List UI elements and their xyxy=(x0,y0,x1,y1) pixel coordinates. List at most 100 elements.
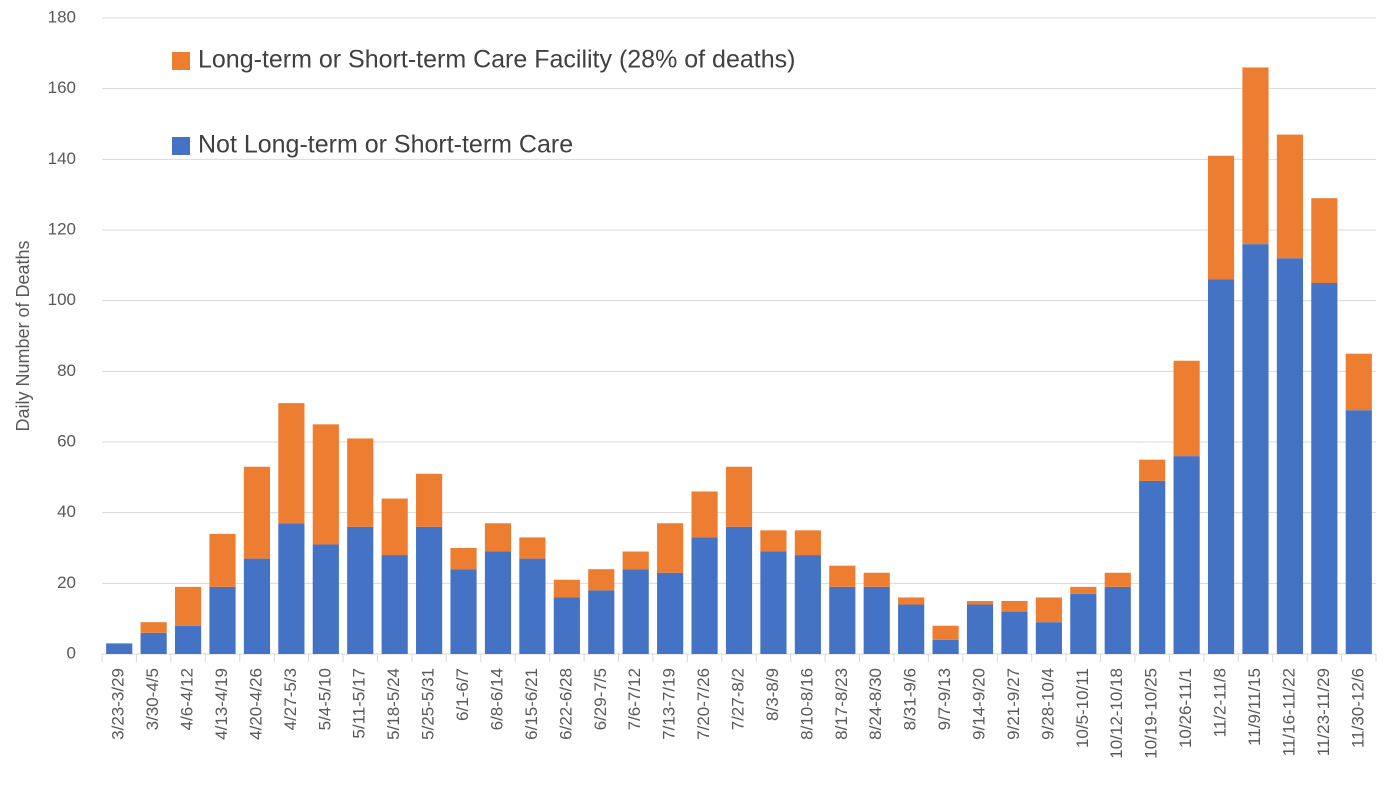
bar-segment xyxy=(898,597,925,605)
bar-segment xyxy=(347,438,374,527)
y-tick-label: 140 xyxy=(48,149,76,168)
x-tick-label: 4/27-5/3 xyxy=(281,668,300,730)
bar-segment xyxy=(484,551,512,654)
bar-segment xyxy=(553,597,580,654)
y-tick-label: 60 xyxy=(57,431,76,450)
legend-label: Long-term or Short-term Care Facility (2… xyxy=(198,46,795,74)
bar-segment xyxy=(312,424,339,545)
y-tick-label: 120 xyxy=(48,219,76,238)
bar-segment xyxy=(1276,258,1304,654)
bar-segment xyxy=(347,526,374,654)
bar-segment xyxy=(1311,198,1338,283)
y-tick-label: 0 xyxy=(67,643,76,662)
x-tick-label: 8/17-8/23 xyxy=(832,668,851,740)
bar-segment xyxy=(622,569,649,654)
x-tick-label: 6/29-7/5 xyxy=(591,668,610,730)
bar-segment xyxy=(1207,155,1235,280)
bar-segment xyxy=(519,537,546,559)
bar-segment xyxy=(381,555,408,654)
legend-label: Not Long-term or Short-term Care xyxy=(198,131,573,159)
bar-segment xyxy=(829,586,856,654)
bar-segment xyxy=(140,632,167,654)
bar-segment xyxy=(1104,572,1131,587)
bar-segment xyxy=(1242,244,1269,654)
bar-segment xyxy=(1242,67,1269,245)
x-tick-label: 8/3-8/9 xyxy=(763,668,782,721)
x-tick-label: 5/18-5/24 xyxy=(384,668,403,740)
bar-segment xyxy=(588,569,615,591)
bar-segment xyxy=(209,586,236,654)
x-tick-label: 3/30-4/5 xyxy=(143,668,162,730)
x-tick-label: 10/19-10/25 xyxy=(1142,668,1161,759)
x-tick-label: 4/6-4/12 xyxy=(178,668,197,730)
bar-segment xyxy=(106,643,133,654)
bar-segment xyxy=(278,403,305,524)
x-tick-label: 10/5-10/11 xyxy=(1073,668,1092,748)
bar-segment xyxy=(1173,360,1200,457)
bar-segment xyxy=(519,558,546,654)
bar-segment xyxy=(725,466,753,527)
bar-segment xyxy=(657,523,684,573)
bar-segment xyxy=(691,537,718,654)
bar-segment xyxy=(174,586,202,626)
x-tick-label: 11/16-11/22 xyxy=(1279,668,1298,756)
x-tick-label: 11/23-11/29 xyxy=(1314,668,1333,756)
x-tick-label: 7/13-7/19 xyxy=(660,668,679,740)
bar-segment xyxy=(829,565,856,587)
legend-swatch xyxy=(172,137,190,155)
x-tick-label: 8/31-9/6 xyxy=(901,668,920,730)
y-tick-label: 40 xyxy=(57,502,76,521)
bar-segment xyxy=(381,498,408,556)
x-tick-label: 11/30-12/6 xyxy=(1348,668,1367,748)
x-tick-label: 9/21-9/27 xyxy=(1004,668,1023,740)
x-tick-label: 7/27-8/2 xyxy=(728,668,747,730)
x-tick-label: 4/13-4/19 xyxy=(212,668,231,740)
bar-segment xyxy=(1276,134,1304,259)
bar-segment xyxy=(484,523,512,552)
bar-segment xyxy=(174,625,202,654)
bar-segment xyxy=(1001,601,1028,612)
x-tick-label: 6/15-6/21 xyxy=(522,668,541,740)
bar-segment xyxy=(691,491,718,538)
bar-segment xyxy=(1207,279,1235,654)
x-tick-label: 11/2-11/8 xyxy=(1211,668,1230,737)
bar-segment xyxy=(553,579,580,598)
bar-segment xyxy=(312,544,339,654)
bar-segment xyxy=(1035,597,1062,623)
bar-segment xyxy=(725,526,753,654)
bar-segment xyxy=(243,466,271,559)
bar-segment xyxy=(450,569,477,654)
bar-segment xyxy=(1345,353,1372,411)
y-tick-label: 20 xyxy=(57,573,76,592)
x-tick-label: 9/28-10/4 xyxy=(1038,668,1057,740)
y-tick-label: 80 xyxy=(57,361,76,380)
y-tick-label: 160 xyxy=(48,78,76,97)
bar-segment xyxy=(1139,459,1166,481)
bar-segment xyxy=(416,473,443,527)
bar-segment xyxy=(760,551,787,654)
bar-segment xyxy=(278,523,305,654)
x-tick-label: 6/22-6/28 xyxy=(556,668,575,740)
x-tick-label: 4/20-4/26 xyxy=(246,668,265,740)
bar-segment xyxy=(1139,480,1166,654)
bar-segment xyxy=(966,604,994,654)
bar-segment xyxy=(863,586,890,654)
y-tick-label: 100 xyxy=(48,290,76,309)
bar-segment xyxy=(450,548,477,570)
bar-segment xyxy=(416,526,443,654)
legend-swatch xyxy=(172,52,190,70)
x-tick-label: 10/26-11/1 xyxy=(1176,668,1195,748)
bar-segment xyxy=(1001,611,1028,654)
bar-segment xyxy=(794,555,821,654)
bar-segment xyxy=(243,558,271,654)
y-tick-label: 180 xyxy=(48,7,76,26)
x-tick-label: 6/1-6/7 xyxy=(453,668,472,721)
x-tick-label: 8/24-8/30 xyxy=(866,668,885,740)
x-tick-label: 11/9/11/15 xyxy=(1245,668,1264,746)
x-tick-label: 5/25-5/31 xyxy=(419,668,438,740)
bar-segment xyxy=(1070,586,1097,594)
x-tick-label: 10/12-10/18 xyxy=(1107,668,1126,759)
bar-segment xyxy=(760,530,787,552)
bar-segment xyxy=(1345,410,1372,654)
